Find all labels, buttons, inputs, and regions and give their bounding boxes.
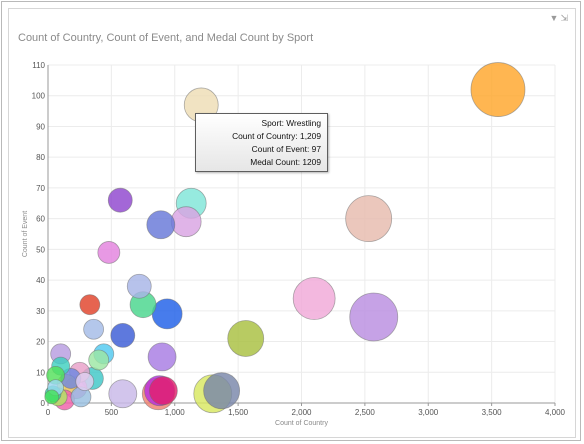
bubble-2[interactable] bbox=[292, 277, 336, 320]
tooltip-row-country: Count of Country: 1,209 bbox=[232, 131, 321, 141]
y-tick-label: 50 bbox=[36, 245, 45, 254]
x-tick-label: 4,000 bbox=[545, 408, 566, 417]
tooltip-row-sport: Sport: Wrestling bbox=[261, 118, 321, 128]
bubble-24[interactable] bbox=[148, 376, 178, 406]
bubble-19[interactable] bbox=[88, 349, 110, 371]
bubble-17[interactable] bbox=[83, 318, 105, 340]
x-axis-label: Count of Country bbox=[275, 420, 328, 427]
bubble-0[interactable] bbox=[470, 62, 526, 117]
tooltip-row-event: Count of Event: 97 bbox=[251, 144, 321, 154]
bubble-1[interactable] bbox=[345, 195, 393, 243]
bubble-21[interactable] bbox=[108, 379, 138, 409]
y-tick-label: 30 bbox=[36, 307, 45, 316]
bubbles bbox=[44, 62, 526, 414]
x-tick-label: 2,500 bbox=[355, 408, 376, 417]
bubble-4[interactable] bbox=[227, 320, 265, 357]
y-tick-label: 70 bbox=[36, 184, 45, 193]
tooltip: Sport: Wrestling Count of Country: 1,209… bbox=[195, 113, 328, 172]
bubble-11[interactable] bbox=[126, 273, 152, 299]
y-tick-label: 60 bbox=[36, 215, 45, 224]
chart-card bbox=[8, 8, 576, 438]
bubble-40[interactable] bbox=[75, 372, 95, 391]
bubble-3[interactable] bbox=[349, 292, 399, 342]
chart-title: Count of Country, Count of Event, and Me… bbox=[18, 32, 314, 44]
chart-toolbar: ▼⇲ bbox=[550, 13, 570, 24]
y-tick-label: 80 bbox=[36, 153, 45, 162]
y-tick-label: 100 bbox=[32, 92, 46, 101]
x-tick-label: 500 bbox=[105, 408, 119, 417]
tick-labels: 0 10 20 30 40 50 60 70 80 90 100 110 0 500 1,000 1,500 2… bbox=[32, 61, 566, 417]
x-tick-label: 2,000 bbox=[291, 408, 312, 417]
bubble-13[interactable] bbox=[151, 298, 183, 330]
bubble-8[interactable] bbox=[146, 210, 176, 240]
filter-icon[interactable]: ▼ bbox=[549, 13, 561, 23]
bubble-38[interactable] bbox=[44, 389, 60, 405]
bubble-10[interactable] bbox=[97, 241, 121, 264]
tooltip-row-medal: Medal Count: 1209 bbox=[250, 157, 321, 167]
popout-icon[interactable]: ⇲ bbox=[560, 13, 570, 23]
bubble-9[interactable] bbox=[107, 187, 133, 213]
x-tick-label: 3,000 bbox=[418, 408, 439, 417]
bubble-26[interactable] bbox=[203, 372, 241, 410]
x-tick-label: 1,500 bbox=[228, 408, 249, 417]
y-tick-label: 10 bbox=[36, 368, 45, 377]
y-axis-label: Count of Event bbox=[22, 211, 29, 257]
x-tick-label: 3,500 bbox=[482, 408, 503, 417]
y-tick-label: 20 bbox=[36, 338, 45, 347]
y-tick-label: 0 bbox=[41, 399, 46, 408]
y-tick-label: 90 bbox=[36, 122, 45, 131]
bubble-15[interactable] bbox=[110, 322, 136, 348]
bubble-16[interactable] bbox=[79, 294, 101, 316]
x-tick-label: 1,000 bbox=[165, 408, 186, 417]
y-tick-label: 40 bbox=[36, 276, 45, 285]
bubble-14[interactable] bbox=[147, 342, 177, 372]
x-tick-label: 0 bbox=[46, 408, 51, 417]
bubble-7[interactable] bbox=[170, 206, 202, 238]
y-tick-label: 110 bbox=[32, 61, 45, 70]
